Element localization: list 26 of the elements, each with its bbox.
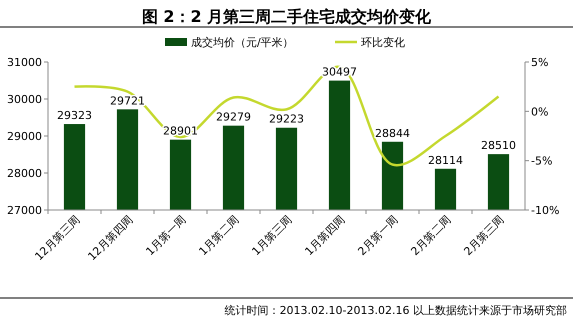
data-label: 29279 [216,110,251,124]
x-tick-label: 1月第二周 [196,212,242,258]
x-tick-label: 1月第三周 [249,212,295,258]
legend-label: 环比变化 [361,36,405,49]
legend-label: 成交均价（元/平米） [191,36,294,49]
y2-tick-label: -5% [531,154,552,168]
x-tick-label: 12月第四周 [85,212,136,264]
text: 统计时间：2013.02.10-2013.02.16 以上数据统计来源于市场研究部 [224,304,567,317]
data-label: 29223 [269,112,304,126]
data-label: 28844 [375,126,410,140]
x-tick-label: 1月第四周 [302,212,348,258]
y-tick-label: 28000 [7,167,42,180]
y2-tick-label: -10% [531,204,560,217]
x-tick-label: 2月第二周 [408,212,454,258]
x-tick-label: 2月第一周 [355,212,401,258]
data-label: 28510 [481,139,516,152]
y2-tick-label: 5% [531,56,548,69]
y-tick-label: 29000 [7,130,42,143]
x-tick-label: 2月第三周 [461,212,507,258]
data-label: 28114 [428,154,463,167]
y-tick-label: 30000 [7,93,42,106]
chart-title: 图 2：2 月第三周二手住宅成交均价变化 [142,7,432,26]
x-tick-label: 1月第一周 [143,212,189,258]
y-tick-label: 31000 [7,56,42,69]
y2-tick-label: 0% [531,105,548,118]
data-label: 29323 [57,109,92,122]
